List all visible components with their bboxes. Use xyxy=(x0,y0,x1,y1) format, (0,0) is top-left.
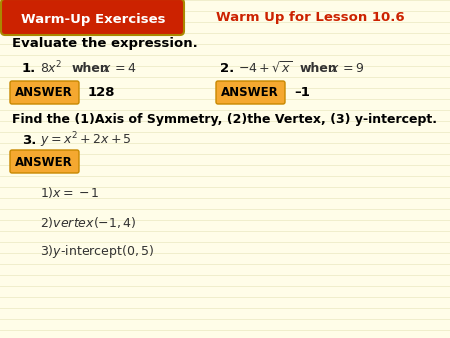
Text: $8x^2$: $8x^2$ xyxy=(40,60,63,76)
Text: $x$: $x$ xyxy=(102,62,112,74)
Text: when: when xyxy=(72,62,110,74)
Text: $y = x^2 + 2x + 5$: $y = x^2 + 2x + 5$ xyxy=(40,130,132,150)
Text: $= 9$: $= 9$ xyxy=(340,62,364,74)
Text: ANSWER: ANSWER xyxy=(15,155,73,169)
Text: 2.: 2. xyxy=(220,62,234,74)
Text: –1: –1 xyxy=(294,87,310,99)
Text: $3) y\text{-intercept}(0, 5)$: $3) y\text{-intercept}(0, 5)$ xyxy=(40,243,154,261)
Text: Find the (1)Axis of Symmetry, (2)the Vertex, (3) y-intercept.: Find the (1)Axis of Symmetry, (2)the Ver… xyxy=(12,114,437,126)
Text: $-4+\sqrt{x}$: $-4+\sqrt{x}$ xyxy=(238,61,292,76)
Text: 1.: 1. xyxy=(22,62,36,74)
FancyBboxPatch shape xyxy=(216,81,285,104)
Text: $= 4$: $= 4$ xyxy=(112,62,137,74)
FancyBboxPatch shape xyxy=(10,81,79,104)
Text: 3.: 3. xyxy=(22,134,36,146)
Text: Warm-Up Exercises: Warm-Up Exercises xyxy=(21,13,165,25)
Text: Warm Up for Lesson 10.6: Warm Up for Lesson 10.6 xyxy=(216,10,404,24)
Text: $1) x = -1$: $1) x = -1$ xyxy=(40,185,99,199)
Text: ANSWER: ANSWER xyxy=(15,87,73,99)
Text: when: when xyxy=(300,62,338,74)
Text: $2) vertex(-1, 4)$: $2) vertex(-1, 4)$ xyxy=(40,215,136,230)
Text: ANSWER: ANSWER xyxy=(221,87,279,99)
FancyBboxPatch shape xyxy=(10,150,79,173)
Text: 128: 128 xyxy=(88,87,116,99)
FancyBboxPatch shape xyxy=(1,0,184,35)
Text: $x$: $x$ xyxy=(330,62,340,74)
Text: Evaluate the expression.: Evaluate the expression. xyxy=(12,38,198,50)
